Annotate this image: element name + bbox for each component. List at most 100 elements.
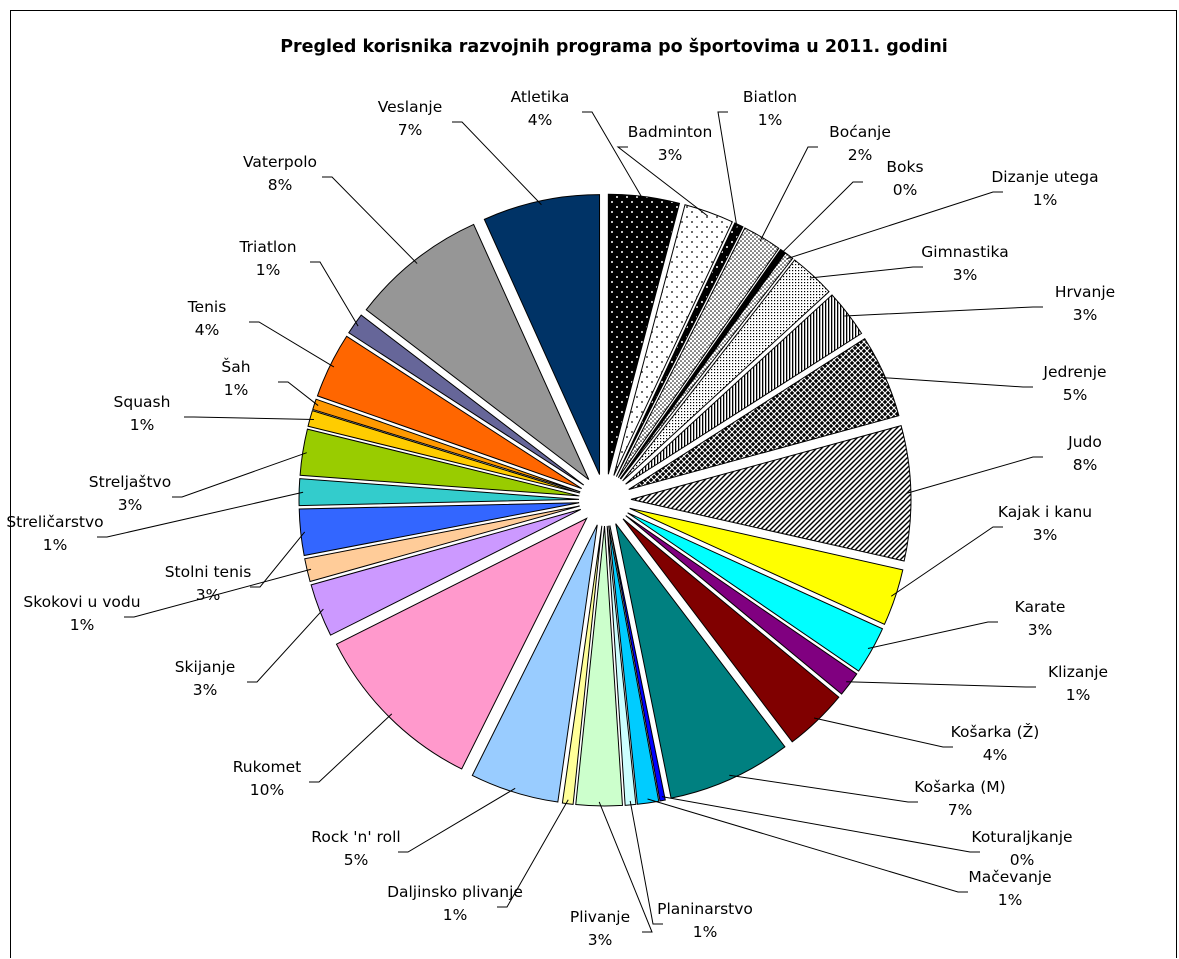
- label-percent-planinarstvo: 1%: [693, 923, 718, 941]
- label-percent-skokovi-u-vodu: 1%: [70, 616, 95, 634]
- label-percent-kajak-i-kanu: 3%: [1033, 526, 1058, 544]
- label-stolni-tenis: Stolni tenis 3%: [165, 563, 252, 604]
- leader-hrvanje: [844, 306, 1043, 317]
- leader-squash: [184, 416, 314, 420]
- label-name-bocanje: Boćanje: [829, 123, 891, 141]
- slice-plivanje: [575, 525, 624, 807]
- label-kosarka-z: Košarka (Ž) 4%: [951, 722, 1040, 764]
- slice-kajak-i-kanu: [629, 507, 904, 625]
- leader-kosarka-z: [813, 717, 953, 748]
- label-percent-karate: 3%: [1028, 621, 1053, 639]
- label-plivanje: Plivanje 3%: [570, 908, 630, 949]
- label-name-rukomet: Rukomet: [233, 758, 302, 776]
- label-name-klizanje: Klizanje: [1048, 663, 1108, 681]
- label-percent-badminton: 3%: [658, 146, 683, 164]
- label-karate: Karate 3%: [1015, 598, 1066, 639]
- label-triatlon: Triatlon 1%: [238, 238, 296, 279]
- label-koturaljkanje: Koturaljkanje 0%: [971, 828, 1072, 869]
- label-dizanje-utega: Dizanje utega 1%: [991, 168, 1098, 209]
- label-klizanje: Klizanje 1%: [1048, 663, 1108, 704]
- slice-atletika: [607, 193, 681, 475]
- label-name-judo: Judo: [1067, 433, 1102, 451]
- leader-rukomet: [309, 713, 393, 783]
- leader-jedrenje: [881, 377, 1033, 388]
- slice-triatlon: [348, 314, 585, 486]
- leader-atletika: [582, 111, 645, 201]
- label-percent-jedrenje: 5%: [1063, 386, 1088, 404]
- slice-klizanje: [625, 515, 858, 695]
- slice-stolni-tenis: [298, 502, 580, 557]
- slice-skijanje: [310, 508, 581, 636]
- label-name-koturaljkanje: Koturaljkanje: [971, 828, 1072, 846]
- slice-boks: [619, 248, 786, 480]
- label-kosarka-m: Košarka (M) 7%: [914, 778, 1005, 819]
- leader-macevanje: [647, 798, 968, 893]
- label-name-sah: Šah: [221, 357, 250, 376]
- leader-planinarstvo: [629, 800, 663, 925]
- label-name-boks: Boks: [886, 158, 923, 176]
- label-percent-plivanje: 3%: [588, 931, 613, 949]
- label-percent-rukomet: 10%: [250, 781, 284, 799]
- label-atletika: Atletika 4%: [511, 88, 570, 129]
- label-percent-atletika: 4%: [528, 111, 553, 129]
- leader-boks: [780, 181, 863, 255]
- leader-kajak-i-kanu: [890, 526, 1003, 597]
- label-percent-klizanje: 1%: [1066, 686, 1091, 704]
- label-skokovi-u-vodu: Skokovi u vodu 1%: [23, 593, 140, 634]
- label-kajak-i-kanu: Kajak i kanu 3%: [998, 503, 1092, 544]
- label-percent-gimnastika: 3%: [953, 266, 978, 284]
- label-name-triatlon: Triatlon: [238, 238, 296, 256]
- label-strelicarstvo: Streličarstvo 1%: [6, 513, 103, 554]
- slice-macevanje: [608, 525, 660, 805]
- label-macevanje: Mačevanje 1%: [968, 868, 1051, 909]
- label-name-plivanje: Plivanje: [570, 908, 630, 926]
- slice-kosarka-m: [615, 523, 786, 799]
- label-skijanje: Skijanje 3%: [175, 658, 236, 699]
- leader-triatlon: [310, 261, 359, 327]
- label-name-jedrenje: Jedrenje: [1042, 363, 1106, 381]
- leader-sah: [278, 381, 319, 406]
- leader-kosarka-m: [729, 774, 918, 803]
- leader-klizanje: [846, 681, 1036, 688]
- label-hrvanje: Hrvanje 3%: [1055, 283, 1115, 324]
- slice-dizanje-utega: [620, 252, 794, 480]
- chart-frame: [10, 10, 1177, 958]
- label-percent-sah: 1%: [224, 381, 249, 399]
- label-percent-vaterpolo: 8%: [268, 176, 293, 194]
- label-name-kajak-i-kanu: Kajak i kanu: [998, 503, 1092, 521]
- leader-karate: [867, 621, 998, 649]
- label-percent-strelicarstvo: 1%: [43, 536, 68, 554]
- label-name-macevanje: Mačevanje: [968, 868, 1051, 886]
- leader-skijanje: [247, 608, 324, 683]
- slice-squash: [307, 410, 581, 494]
- label-percent-macevanje: 1%: [998, 891, 1023, 909]
- leader-badminton: [616, 146, 708, 217]
- label-name-skijanje: Skijanje: [175, 658, 236, 676]
- slice-karate: [627, 512, 884, 672]
- leader-vaterpolo: [322, 176, 418, 264]
- leader-bocanje: [759, 146, 818, 242]
- leader-plivanje: [598, 801, 653, 933]
- label-bocanje: Boćanje 2%: [829, 123, 891, 164]
- leader-judo: [906, 456, 1043, 494]
- label-sah: Šah 1%: [221, 357, 250, 399]
- label-streljastvo: Streljaštvo 3%: [89, 473, 171, 514]
- pie-slices: [298, 193, 912, 807]
- slice-streljastvo: [299, 428, 580, 497]
- label-percent-streljastvo: 3%: [118, 496, 143, 514]
- label-daljinsko-plivanje: Daljinsko plivanje 1%: [387, 883, 523, 924]
- leader-stolni-tenis: [250, 531, 306, 588]
- slice-gimnastika: [622, 259, 830, 482]
- label-percent-rock-n-roll: 5%: [344, 851, 369, 869]
- slice-badminton: [613, 204, 733, 476]
- label-percent-koturaljkanje: 0%: [1010, 851, 1035, 869]
- label-name-hrvanje: Hrvanje: [1055, 283, 1115, 301]
- label-rukomet: Rukomet 10%: [233, 758, 302, 799]
- slice-kosarka-z: [622, 518, 840, 743]
- label-name-veslanje: Veslanje: [378, 98, 442, 116]
- label-percent-daljinsko-plivanje: 1%: [443, 906, 468, 924]
- slice-biatlon: [615, 222, 744, 477]
- slice-rock-n-roll: [471, 524, 598, 803]
- label-jedrenje: Jedrenje 5%: [1042, 363, 1106, 404]
